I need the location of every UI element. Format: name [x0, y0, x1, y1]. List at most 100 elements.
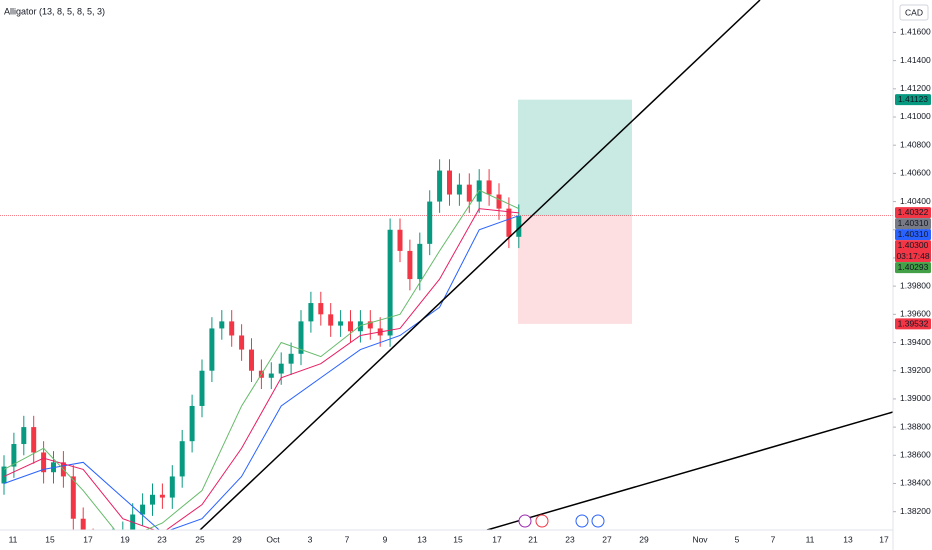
- price-tag-label: 1.39532: [898, 318, 929, 328]
- candle-body: [229, 321, 235, 336]
- candle-body: [506, 208, 512, 237]
- y-tick-label: 1.39800: [900, 280, 931, 290]
- candles: [1, 159, 522, 530]
- alligator-line: [3, 215, 519, 530]
- candle-body: [189, 405, 195, 442]
- y-tick-label: 1.40400: [900, 196, 931, 206]
- profit-zone: [518, 99, 632, 216]
- price-tag-label: 1.40310: [898, 229, 929, 239]
- candle-body: [456, 184, 462, 195]
- x-tick-label: 15: [45, 534, 55, 544]
- candle-body: [140, 504, 146, 515]
- event-icon[interactable]: [518, 514, 532, 528]
- alligator: [3, 189, 520, 530]
- x-tick-label: 9: [383, 534, 388, 544]
- price-tag-label: 1.41123: [898, 94, 928, 104]
- candle-body: [516, 215, 522, 237]
- candle-body: [298, 321, 304, 354]
- x-tick-label: 29: [639, 534, 649, 544]
- candle-body: [199, 370, 205, 406]
- price-tag-label: 1.40322: [898, 207, 929, 217]
- candle-body: [437, 170, 443, 202]
- candle-body: [328, 314, 334, 326]
- x-tick-label: 17: [879, 534, 889, 544]
- price-tag: [895, 94, 931, 106]
- x-tick-label: Nov: [692, 534, 708, 544]
- currency-box[interactable]: [899, 4, 929, 21]
- countdown: 03:17:48: [896, 251, 929, 261]
- plot-area: [0, 0, 893, 530]
- candle-body: [338, 321, 344, 326]
- candle-body: [486, 180, 492, 195]
- x-tick-label: 21: [528, 534, 538, 544]
- candle-body: [407, 250, 413, 280]
- y-tick-label: 1.41000: [900, 111, 931, 121]
- x-tick-label: 7: [345, 534, 350, 544]
- y-tick-label: 1.40800: [900, 139, 931, 149]
- candle-body: [417, 243, 423, 280]
- trend-line: [199, 0, 761, 530]
- candle-body: [219, 321, 225, 329]
- x-tick-label: 11: [806, 534, 815, 544]
- y-tick-label: 1.40600: [900, 168, 931, 178]
- x-tick-label: 19: [120, 534, 130, 544]
- y-tick-label: 1.38600: [900, 450, 931, 460]
- candle-body: [397, 229, 403, 251]
- y-tick-label: 1.39600: [900, 309, 931, 319]
- alligator-line: [3, 189, 520, 530]
- y-tick-label: 1.38400: [900, 478, 931, 488]
- price-tag: [895, 207, 931, 219]
- y-tick-label: 1.38800: [900, 421, 931, 431]
- candle-body: [357, 321, 363, 332]
- alligator-line: [3, 208, 519, 530]
- candle-body: [1, 466, 7, 484]
- event-icon[interactable]: [575, 514, 589, 528]
- indicator-label[interactable]: Alligator (13, 8, 5, 8, 5, 3): [4, 6, 105, 16]
- candle-body: [150, 494, 155, 505]
- y-tick-label: 1.39400: [900, 337, 931, 347]
- price-tag: [895, 218, 931, 230]
- y-tick-label: 1.41200: [900, 83, 931, 93]
- y-tick-label: 1.41400: [900, 55, 931, 65]
- candle-body: [41, 452, 47, 473]
- candle-body: [268, 373, 274, 378]
- candle-body: [21, 427, 27, 445]
- event-icon[interactable]: [535, 514, 549, 528]
- price-tag: [895, 240, 931, 263]
- candle-body: [308, 303, 314, 322]
- price-tag: [895, 229, 931, 241]
- x-tick-label: 13: [417, 534, 427, 544]
- price-tag-label: 1.40300: [898, 240, 929, 250]
- y-tick-label: 1.39200: [900, 365, 931, 375]
- x-tick-label: 5: [735, 534, 740, 544]
- price-tag-label: 1.40293: [898, 262, 929, 272]
- candle-body: [80, 518, 86, 530]
- position-box: [518, 99, 632, 324]
- x-tick-label: Oct: [266, 534, 280, 544]
- candle-body: [278, 363, 284, 374]
- x-tick-label: 13: [843, 534, 853, 544]
- currency: CAD: [905, 7, 923, 17]
- x-tick-label: 15: [453, 534, 463, 544]
- candle-body: [239, 335, 245, 350]
- candle-body: [466, 184, 472, 202]
- price-tag: [895, 262, 931, 274]
- candle-body: [209, 328, 215, 371]
- candle-body: [31, 427, 37, 453]
- candle-body: [496, 194, 502, 209]
- price-tag: [895, 318, 931, 330]
- candle-body: [367, 321, 373, 329]
- x-tick-label: 25: [195, 534, 205, 544]
- event-icon[interactable]: [591, 514, 605, 528]
- candle-body: [169, 476, 175, 498]
- y-tick-label: 1.39000: [900, 393, 931, 403]
- y-tick-label: 1.38200: [900, 506, 931, 516]
- candle-body: [447, 170, 452, 195]
- x-tick-label: 11: [9, 534, 18, 544]
- candle-body: [70, 476, 76, 519]
- candle-body: [387, 229, 393, 336]
- candle-body: [159, 494, 165, 498]
- candle-body: [348, 321, 353, 332]
